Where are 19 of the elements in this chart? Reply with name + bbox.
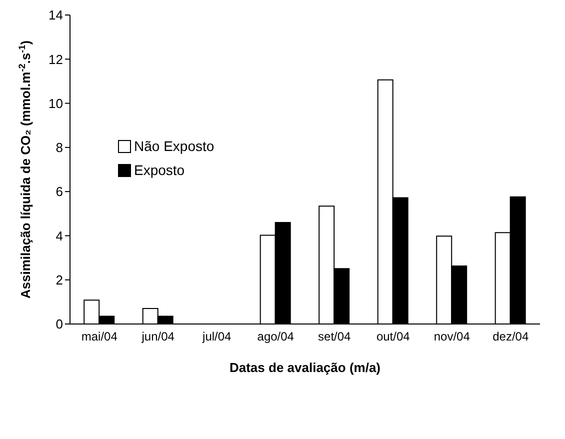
y-tick-label: 10 xyxy=(48,96,63,111)
x-tick-label: mai/04 xyxy=(81,330,118,344)
x-tick-label: ago/04 xyxy=(257,330,294,344)
x-tick-label: out/04 xyxy=(376,330,410,344)
y-tick-label: 12 xyxy=(48,52,63,67)
y-tick-label: 8 xyxy=(56,140,63,156)
legend-label: Exposto xyxy=(134,162,185,178)
y-tick-label: 2 xyxy=(56,272,63,288)
x-tick-label: set/04 xyxy=(318,330,352,344)
y-tick-label: 6 xyxy=(56,184,63,200)
y-tick-label: 0 xyxy=(56,316,63,332)
x-tick-label: dez/04 xyxy=(492,330,529,344)
y-tick-label: 14 xyxy=(48,8,63,23)
y-tick-label: 4 xyxy=(56,228,63,244)
x-tick-label: jul/04 xyxy=(202,330,232,344)
x-tick-label: jun/04 xyxy=(140,330,175,344)
legend-label: Não Exposto xyxy=(134,138,214,154)
x-tick-label: nov/04 xyxy=(434,330,470,344)
x-axis-title: Datas de avaliação (m/a) xyxy=(229,360,381,375)
